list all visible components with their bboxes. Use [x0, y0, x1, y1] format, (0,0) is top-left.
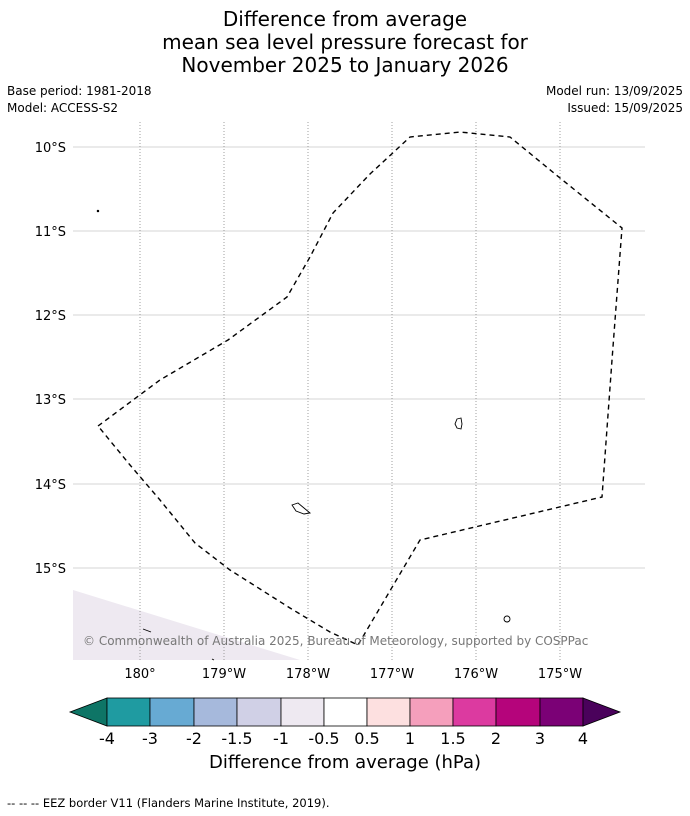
colorbar-tick: -4 [99, 729, 115, 748]
base-period: Base period: 1981-2018 [7, 84, 152, 98]
colorbar-bin [193, 697, 238, 727]
lat-label-13s: 13°S [35, 393, 66, 408]
colorbar [68, 697, 622, 727]
lon-gridlines [139, 122, 561, 660]
island-southwest [142, 628, 152, 633]
colorbar-high-arrow [582, 697, 622, 727]
colorbar-tick: -3 [142, 729, 158, 748]
colorbar-tick: 3 [535, 729, 545, 748]
colorbar-tick: 1 [405, 729, 415, 748]
colorbar-tick: 4 [578, 729, 588, 748]
colorbar-bin [280, 697, 325, 727]
lon-label-175w: 175°W [538, 667, 582, 682]
colorbar-bin [366, 697, 411, 727]
island-east [454, 417, 463, 430]
lon-label-178w: 178°W [286, 667, 330, 682]
colorbar-tick: 0.5 [354, 729, 379, 748]
model-name: Model: ACCESS-S2 [7, 101, 119, 115]
colorbar-tick: 1.5 [440, 729, 465, 748]
colorbar-low-arrow [68, 697, 108, 727]
colorbar-tick: -2 [186, 729, 202, 748]
title-line-1: Difference from average [222, 7, 468, 31]
anomaly-shading [73, 590, 300, 660]
eez-legend-note: -- -- -- EEZ border V11 (Flanders Marine… [7, 796, 330, 810]
meta-left: Base period: 1981-2018 Model: ACCESS-S2 [7, 83, 152, 117]
lat-gridlines [73, 146, 645, 569]
colorbar-bin [452, 697, 497, 727]
title-line-2: mean sea level pressure forecast for [162, 30, 528, 54]
lon-label-179w: 179°W [202, 667, 246, 682]
meta-right: Model run: 13/09/2025 Issued: 15/09/2025 [546, 83, 683, 117]
colorbar-tick: 2 [491, 729, 501, 748]
island-south [291, 502, 312, 515]
colorbar-bin [236, 697, 282, 727]
copyright-notice: © Commonwealth of Australia 2025, Bureau… [83, 634, 588, 648]
island-northwest [96, 209, 100, 213]
lon-label-176w: 176°W [454, 667, 498, 682]
lat-label-15s: 15°S [35, 562, 66, 577]
eez-border [97, 131, 623, 646]
island-southeast [503, 615, 511, 623]
colorbar-tick: -1.5 [221, 729, 252, 748]
colorbar-bin [323, 697, 368, 727]
issued-date: Issued: 15/09/2025 [567, 101, 683, 115]
islands [96, 209, 511, 661]
colorbar-label: Difference from average (hPa) [208, 752, 482, 773]
island-bottom [211, 658, 215, 661]
lon-label-180: 180° [124, 667, 155, 682]
colorbar-bin [495, 697, 541, 727]
title-line-3: November 2025 to January 2026 [181, 53, 509, 77]
colorbar-bin [149, 697, 195, 727]
lon-label-177w: 177°W [370, 667, 414, 682]
lat-label-12s: 12°S [35, 309, 66, 324]
lat-label-14s: 14°S [35, 478, 66, 493]
map-title: Difference from average mean sea level p… [0, 8, 690, 77]
colorbar-bin [106, 697, 151, 727]
model-run: Model run: 13/09/2025 [545, 84, 683, 98]
colorbar-tick: -0.5 [308, 729, 339, 748]
lat-label-11s: 11°S [35, 225, 66, 240]
colorbar-bin [539, 697, 584, 727]
lat-label-10s: 10°S [35, 141, 66, 156]
colorbar-bin [409, 697, 454, 727]
colorbar-tick: -1 [273, 729, 289, 748]
